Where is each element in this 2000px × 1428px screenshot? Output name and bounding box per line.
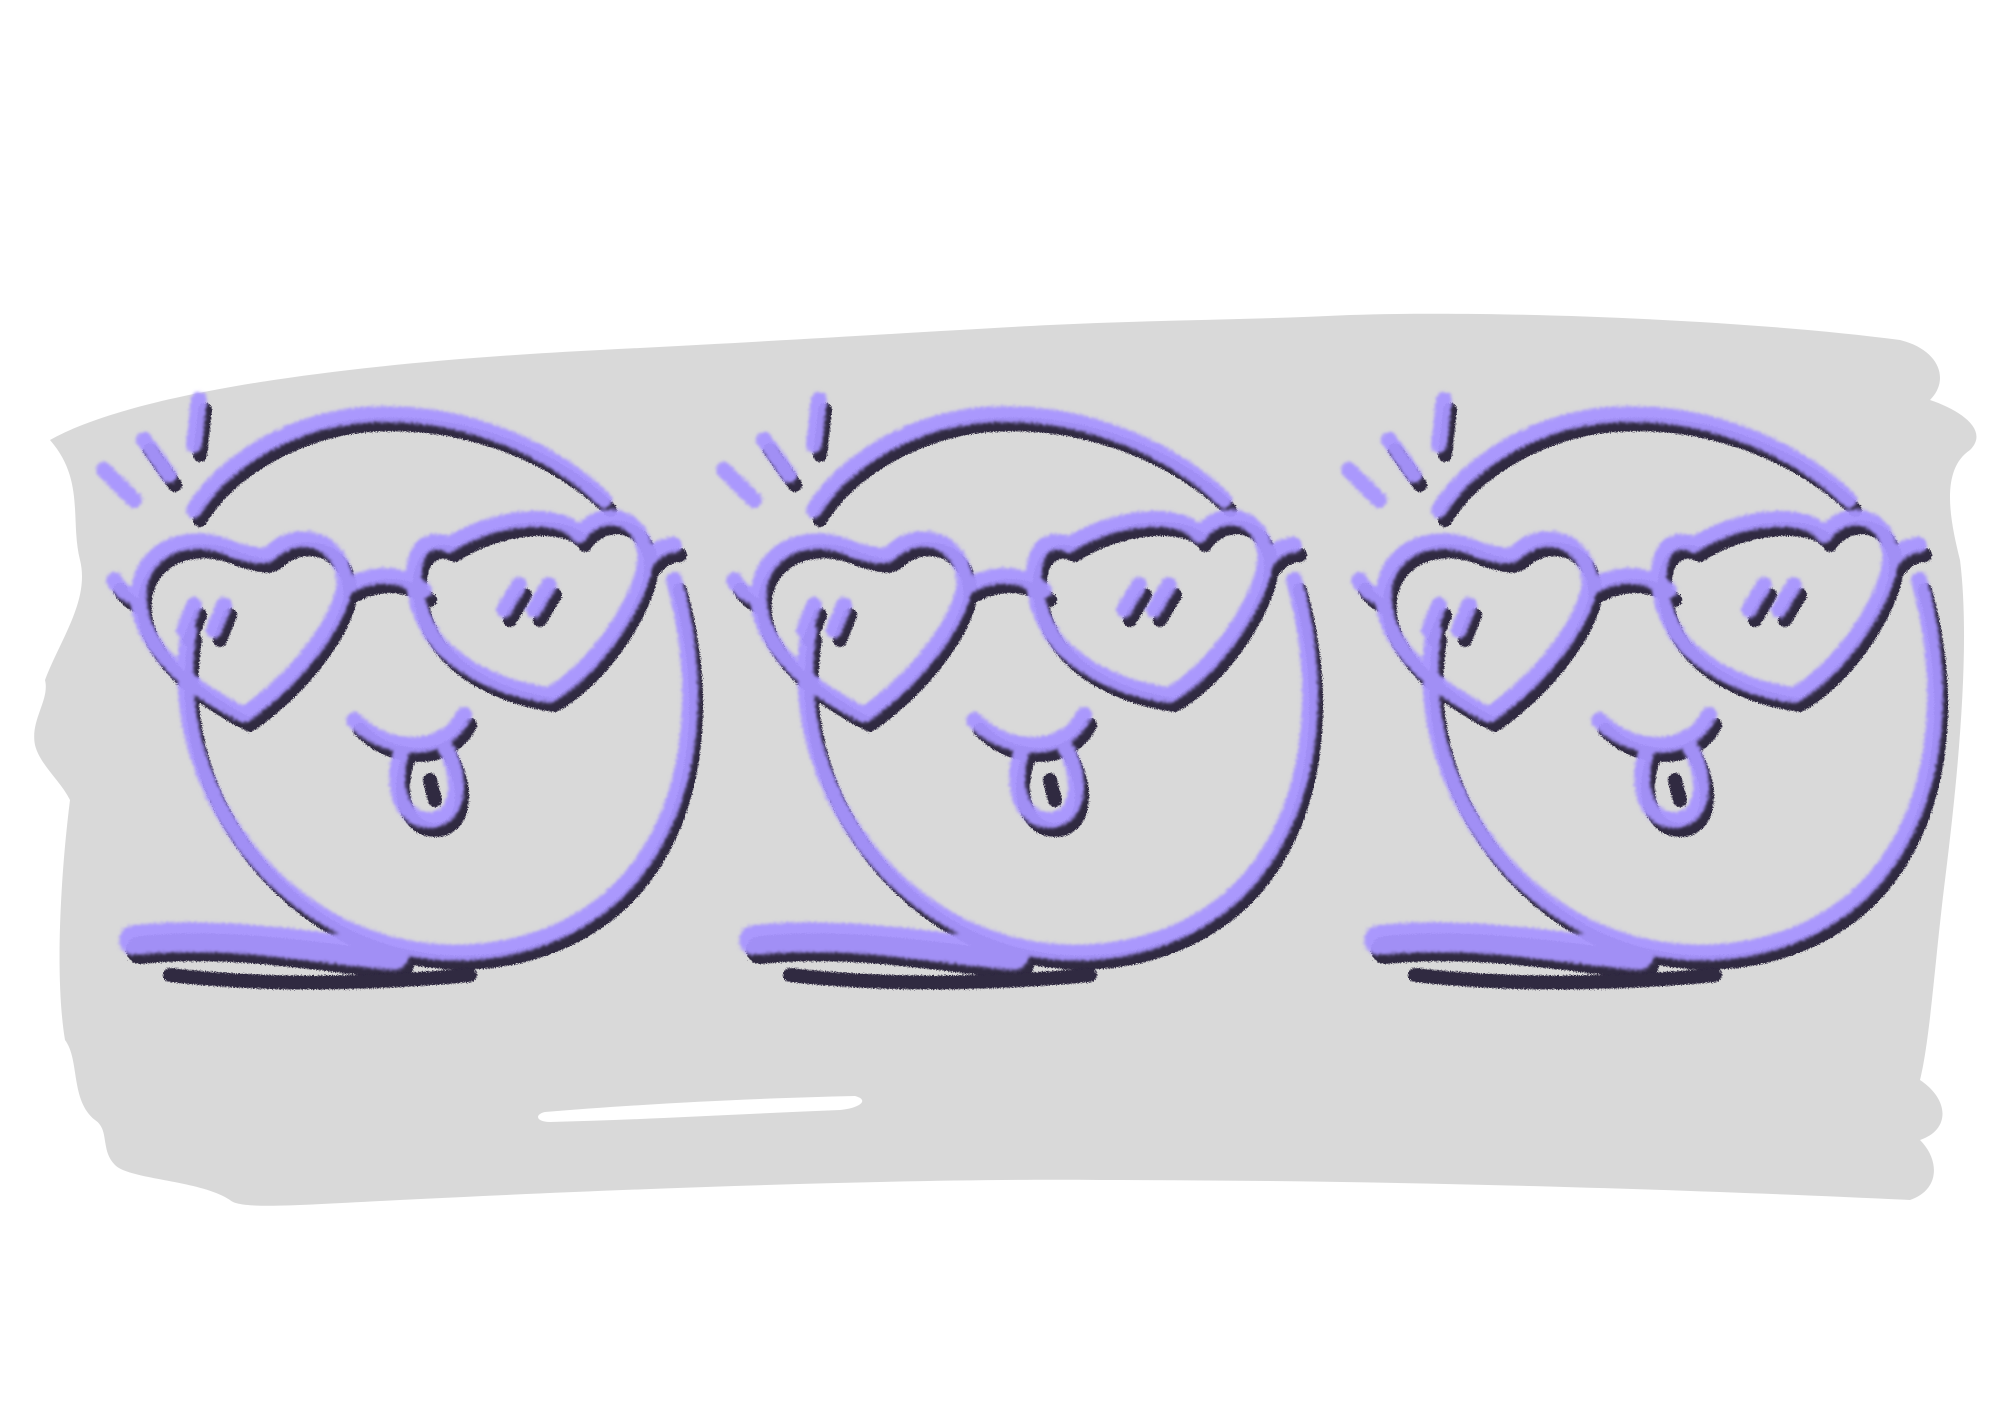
brush-stroke (34, 313, 1977, 1206)
highlight-streak (538, 1096, 863, 1122)
